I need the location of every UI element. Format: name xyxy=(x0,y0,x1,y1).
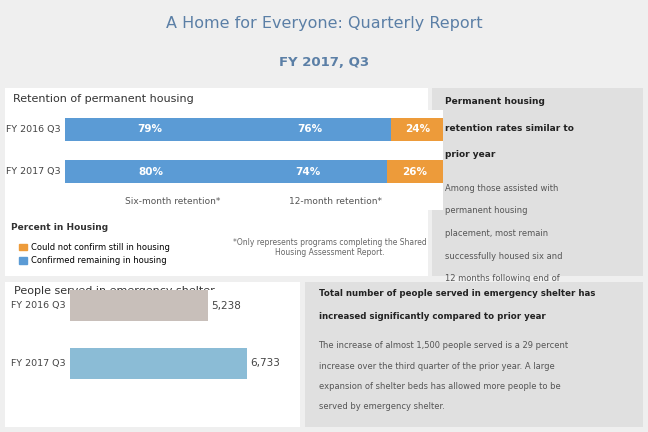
Text: placement, most remain: placement, most remain xyxy=(445,229,548,238)
Text: Total number of people served in emergency shelter has: Total number of people served in emergen… xyxy=(319,289,595,298)
Text: Among those assisted with: Among those assisted with xyxy=(445,184,558,193)
Bar xyxy=(228,118,391,141)
Text: 6,733: 6,733 xyxy=(250,358,280,368)
Text: increase over the third quarter of the prior year. A large: increase over the third quarter of the p… xyxy=(319,362,554,371)
Bar xyxy=(387,160,443,183)
Text: Permanent housing: Permanent housing xyxy=(445,97,544,106)
Text: 79%: 79% xyxy=(137,124,163,134)
Text: FY 2017, Q3: FY 2017, Q3 xyxy=(279,57,369,70)
Bar xyxy=(228,160,387,183)
Text: FY 2016 Q3: FY 2016 Q3 xyxy=(12,301,66,310)
Bar xyxy=(65,160,237,183)
Text: Retention of permanent housing: Retention of permanent housing xyxy=(14,94,194,104)
Text: 21%: 21% xyxy=(245,124,270,134)
Text: prior year: prior year xyxy=(445,150,495,159)
Text: A Home for Everyone: Quarterly Report: A Home for Everyone: Quarterly Report xyxy=(166,16,482,31)
Text: assistance.: assistance. xyxy=(445,297,492,306)
Text: increased significantly compared to prior year: increased significantly compared to prio… xyxy=(319,312,545,321)
Bar xyxy=(70,347,247,379)
Text: 26%: 26% xyxy=(402,167,428,177)
Text: FY 2017 Q3: FY 2017 Q3 xyxy=(6,167,61,176)
Text: successfully housed six and: successfully housed six and xyxy=(445,251,562,260)
Text: 76%: 76% xyxy=(297,124,322,134)
Text: The increase of almost 1,500 people served is a 29 percent: The increase of almost 1,500 people serv… xyxy=(319,341,569,350)
Text: 24%: 24% xyxy=(404,124,430,134)
Text: Six-month retention*: Six-month retention* xyxy=(125,197,220,206)
Text: permanent housing: permanent housing xyxy=(445,206,527,216)
Text: *Only represents programs completing the Shared
Housing Assessment Report.: *Only represents programs completing the… xyxy=(233,238,427,257)
Text: 12-month retention*: 12-month retention* xyxy=(289,197,382,206)
Text: Percent in Housing: Percent in Housing xyxy=(12,223,109,232)
Text: 74%: 74% xyxy=(295,167,320,177)
Bar xyxy=(65,118,235,141)
Bar xyxy=(391,118,443,141)
Text: 5,238: 5,238 xyxy=(211,301,240,311)
Bar xyxy=(237,160,280,183)
Text: 80%: 80% xyxy=(139,167,163,177)
Text: FY 2017 Q3: FY 2017 Q3 xyxy=(12,359,66,368)
Text: served by emergency shelter.: served by emergency shelter. xyxy=(319,402,445,411)
Bar xyxy=(235,118,280,141)
Text: retention rates similar to: retention rates similar to xyxy=(445,124,573,133)
Legend: Could not confirm still in housing, Confirmed remaining in housing: Could not confirm still in housing, Conf… xyxy=(16,239,174,268)
Text: 12 months following end of: 12 months following end of xyxy=(445,274,559,283)
Text: 20%: 20% xyxy=(246,167,271,177)
Bar xyxy=(70,290,207,321)
Text: People served in emergency shelter: People served in emergency shelter xyxy=(14,286,214,296)
Text: expansion of shelter beds has allowed more people to be: expansion of shelter beds has allowed mo… xyxy=(319,382,561,391)
Text: FY 2016 Q3: FY 2016 Q3 xyxy=(6,125,61,134)
